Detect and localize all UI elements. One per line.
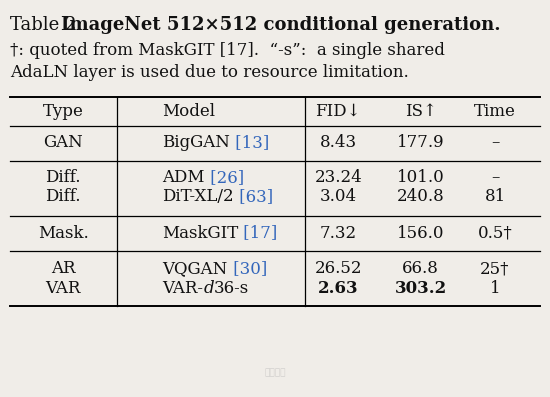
Text: 177.9: 177.9	[397, 135, 444, 151]
Text: ADM: ADM	[162, 170, 205, 186]
Text: 3.04: 3.04	[320, 189, 357, 205]
Text: VAR: VAR	[46, 280, 81, 297]
Text: 2.63: 2.63	[318, 280, 359, 297]
Text: [17]: [17]	[239, 225, 278, 241]
Text: GAN: GAN	[43, 135, 83, 151]
Text: d: d	[204, 280, 214, 297]
Text: 26.52: 26.52	[315, 260, 362, 277]
Text: 101.0: 101.0	[397, 170, 444, 186]
Text: 0.5†: 0.5†	[477, 225, 513, 241]
Text: –: –	[491, 170, 499, 186]
Text: AdaLN layer is used due to resource limitation.: AdaLN layer is used due to resource limi…	[10, 64, 409, 81]
Text: Diff.: Diff.	[46, 189, 81, 205]
Text: ImageNet 512×512 conditional generation.: ImageNet 512×512 conditional generation.	[61, 16, 501, 34]
Text: 25†: 25†	[480, 260, 510, 277]
Text: VQGAN: VQGAN	[162, 260, 228, 277]
Text: BigGAN: BigGAN	[162, 135, 230, 151]
Text: AR: AR	[51, 260, 75, 277]
Text: 7.32: 7.32	[320, 225, 357, 241]
Text: Model: Model	[162, 103, 215, 119]
Text: 36-s: 36-s	[214, 280, 249, 297]
Text: 8.43: 8.43	[320, 135, 357, 151]
Text: MaskGIT: MaskGIT	[162, 225, 239, 241]
Text: –: –	[491, 135, 499, 151]
Text: [63]: [63]	[234, 189, 273, 205]
Text: Diff.: Diff.	[46, 170, 81, 186]
Text: Time: Time	[474, 103, 516, 119]
Text: DiT-XL/2: DiT-XL/2	[162, 189, 234, 205]
Text: Table 2:: Table 2:	[10, 16, 94, 34]
Text: 23.24: 23.24	[315, 170, 362, 186]
Text: 微博微博: 微博微博	[264, 369, 286, 378]
Text: FID↓: FID↓	[316, 103, 361, 119]
Text: [30]: [30]	[228, 260, 267, 277]
Text: †: quoted from MaskGIT [17].  “-s”:  a single shared: †: quoted from MaskGIT [17]. “-s”: a sin…	[10, 42, 445, 60]
Text: 81: 81	[485, 189, 505, 205]
Text: [26]: [26]	[205, 170, 244, 186]
Text: 1: 1	[490, 280, 500, 297]
Text: VAR-: VAR-	[162, 280, 204, 297]
Text: 66.8: 66.8	[402, 260, 439, 277]
Text: 156.0: 156.0	[397, 225, 444, 241]
Text: [13]: [13]	[230, 135, 270, 151]
Text: IS↑: IS↑	[405, 103, 437, 119]
Text: 303.2: 303.2	[395, 280, 447, 297]
Text: Type: Type	[43, 103, 84, 119]
Text: Mask.: Mask.	[38, 225, 89, 241]
Text: 240.8: 240.8	[397, 189, 444, 205]
